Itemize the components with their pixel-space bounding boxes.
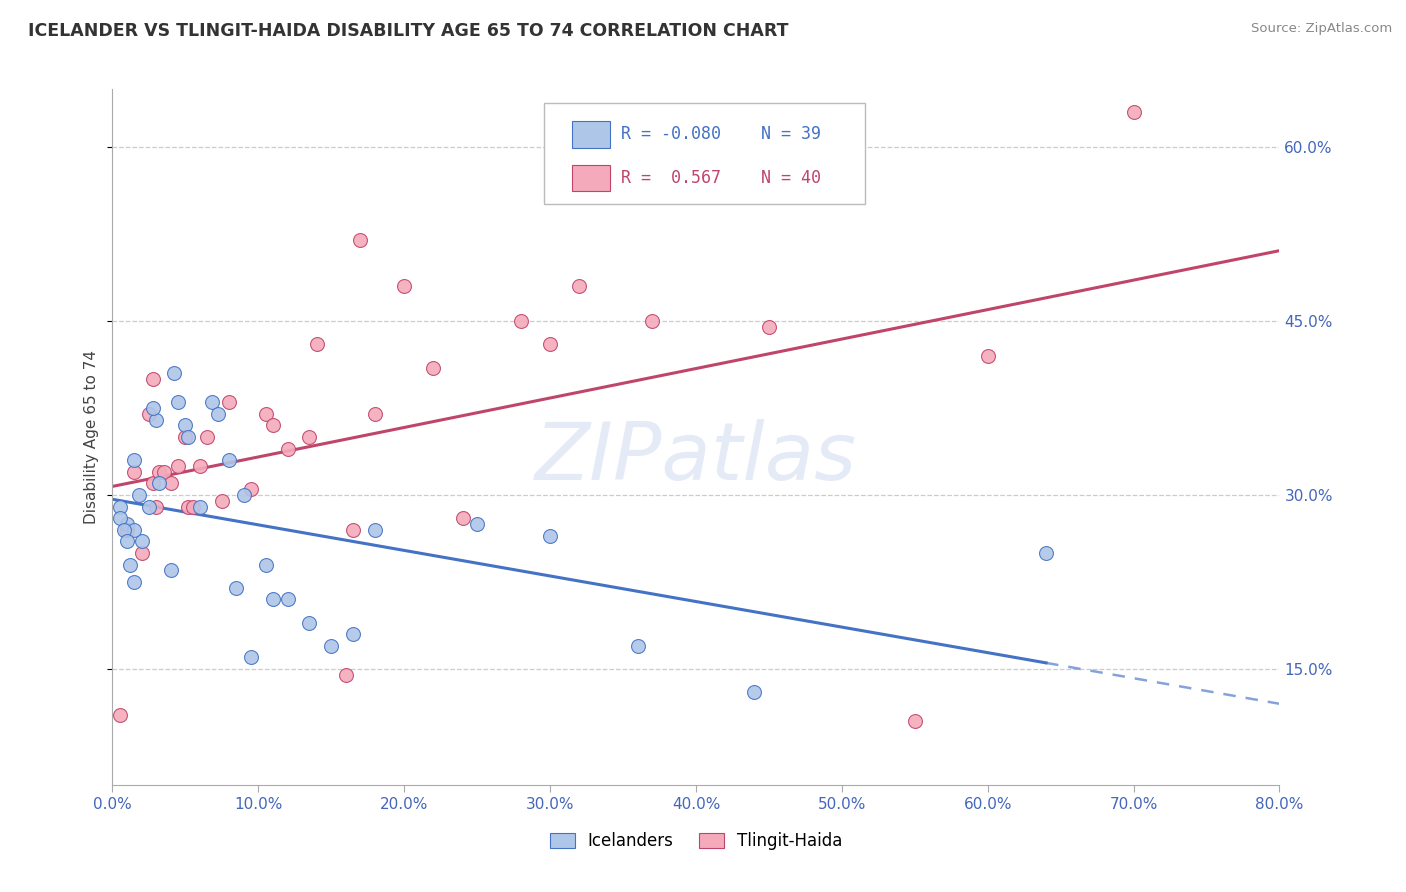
Text: R =  0.567    N = 40: R = 0.567 N = 40 xyxy=(621,169,821,187)
Point xyxy=(188,458,211,473)
FancyBboxPatch shape xyxy=(544,103,865,204)
Point xyxy=(254,407,277,421)
Point xyxy=(177,500,200,514)
Point xyxy=(225,581,247,595)
Point xyxy=(148,465,170,479)
Point xyxy=(451,511,474,525)
Point xyxy=(138,500,160,514)
Point xyxy=(115,523,138,537)
Point xyxy=(145,500,167,514)
Point xyxy=(568,279,591,293)
Point xyxy=(112,523,135,537)
Point xyxy=(174,430,197,444)
Point xyxy=(364,407,387,421)
Point xyxy=(641,314,664,328)
Point xyxy=(115,516,138,531)
Point xyxy=(262,418,284,433)
Point xyxy=(142,372,165,386)
Point xyxy=(342,523,364,537)
Point xyxy=(465,516,488,531)
Point xyxy=(174,418,197,433)
Point xyxy=(321,639,343,653)
Point xyxy=(115,534,138,549)
Point xyxy=(276,592,298,607)
Point xyxy=(131,546,153,560)
Point xyxy=(298,430,321,444)
Point xyxy=(163,366,186,380)
Point xyxy=(124,523,146,537)
Point xyxy=(128,488,150,502)
Point xyxy=(118,558,141,572)
Point xyxy=(422,360,444,375)
Text: Source: ZipAtlas.com: Source: ZipAtlas.com xyxy=(1251,22,1392,36)
Point xyxy=(152,465,174,479)
Point xyxy=(240,650,263,665)
Text: R = -0.080    N = 39: R = -0.080 N = 39 xyxy=(621,126,821,144)
Legend: Icelanders, Tlingit-Haida: Icelanders, Tlingit-Haida xyxy=(543,825,849,856)
Point xyxy=(276,442,298,456)
Point xyxy=(262,592,284,607)
Point xyxy=(142,401,165,415)
Point xyxy=(342,627,364,641)
Text: ZIPatlas: ZIPatlas xyxy=(534,419,858,497)
Point xyxy=(758,320,780,334)
Point xyxy=(335,667,357,681)
Point xyxy=(124,465,146,479)
Point xyxy=(305,337,328,351)
Point xyxy=(742,685,765,699)
Point xyxy=(349,233,371,247)
Point xyxy=(160,476,183,491)
Point xyxy=(904,714,927,728)
Bar xyxy=(572,165,610,191)
Point xyxy=(538,337,561,351)
Bar xyxy=(572,121,610,148)
Point xyxy=(298,615,321,630)
Point xyxy=(124,453,146,467)
Point xyxy=(124,574,146,589)
Point xyxy=(509,314,531,328)
Y-axis label: Disability Age 65 to 74: Disability Age 65 to 74 xyxy=(84,350,100,524)
Point xyxy=(160,564,183,578)
Point xyxy=(167,458,190,473)
Point xyxy=(392,279,416,293)
Point xyxy=(195,430,218,444)
Point xyxy=(626,639,648,653)
Point xyxy=(218,453,240,467)
Point xyxy=(207,407,229,421)
Point xyxy=(167,395,190,409)
Point xyxy=(201,395,224,409)
Point xyxy=(218,395,240,409)
Point xyxy=(108,500,131,514)
Point xyxy=(138,407,160,421)
Point xyxy=(1122,105,1144,120)
Point xyxy=(364,523,387,537)
Point xyxy=(240,482,263,496)
Point xyxy=(181,500,204,514)
Point xyxy=(142,476,165,491)
Point xyxy=(188,500,211,514)
Point xyxy=(131,534,153,549)
Point xyxy=(211,493,233,508)
Point xyxy=(108,511,131,525)
Point xyxy=(177,430,200,444)
Point xyxy=(976,349,998,363)
Point xyxy=(538,528,561,542)
Point xyxy=(145,412,167,426)
Text: ICELANDER VS TLINGIT-HAIDA DISABILITY AGE 65 TO 74 CORRELATION CHART: ICELANDER VS TLINGIT-HAIDA DISABILITY AG… xyxy=(28,22,789,40)
Point xyxy=(1035,546,1057,560)
Point xyxy=(148,476,170,491)
Point xyxy=(108,708,131,723)
Point xyxy=(254,558,277,572)
Point xyxy=(232,488,254,502)
